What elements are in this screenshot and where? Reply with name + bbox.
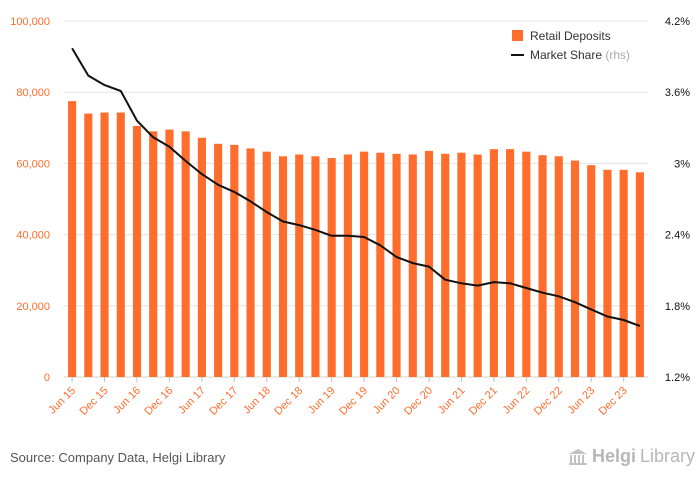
left-axis-tick-label: 40,000 <box>16 230 50 242</box>
library-building-icon <box>569 448 587 465</box>
left-axis-tick-label: 60,000 <box>16 158 50 170</box>
chart: 0 20,000 40,000 60,000 80,000 100,000 1.2% 1.8%… <box>10 16 690 418</box>
bar-retail-deposits <box>100 112 109 377</box>
bar-retail-deposits <box>165 129 174 377</box>
bar-retail-deposits <box>278 156 288 377</box>
logo-text-library: Library <box>640 446 696 466</box>
bar-retail-deposits <box>570 160 580 377</box>
bar-retail-deposits <box>376 152 385 377</box>
bar-retail-deposits <box>197 137 206 377</box>
right-axis-tick-label: 3% <box>674 158 690 170</box>
bar-retail-deposits <box>603 169 612 377</box>
x-axis-tick-label: Dec 19 <box>337 385 370 418</box>
x-axis-tick-label: Dec 16 <box>142 385 175 418</box>
legend-label-retail-deposits: Retail Deposits <box>530 29 611 43</box>
bar-retail-deposits <box>424 150 434 377</box>
line-market-share <box>71 47 641 327</box>
logo-text-helgi: Helgi <box>592 446 637 466</box>
legend-label-market-share: Market Share (rhs) <box>530 48 630 62</box>
bar-retail-deposits <box>246 148 255 377</box>
bar-retail-deposits <box>84 113 93 377</box>
bar-retail-deposits <box>343 154 352 377</box>
right-axis-tick-label: 2.4% <box>665 230 690 242</box>
bar-retail-deposits <box>489 149 498 377</box>
x-axis-tick-label: Jun 15 <box>46 385 78 417</box>
bar-retail-deposits <box>68 101 77 377</box>
bar-retail-deposits <box>311 156 320 377</box>
x-axis-tick-label: Dec 22 <box>532 385 565 418</box>
bar-retail-deposits <box>181 131 190 377</box>
helgi-library-logo: Helgi Library <box>568 446 695 467</box>
bar-retail-deposits <box>506 149 515 377</box>
source-note: Source: Company Data, Helgi Library <box>10 450 226 465</box>
x-axis-tick-label: Jun 18 <box>241 385 273 417</box>
x-axis-tick-label: Jun 19 <box>306 385 338 417</box>
bar-retail-deposits <box>408 154 417 377</box>
bar-retail-deposits <box>230 144 239 377</box>
bar-retail-deposits <box>522 151 531 377</box>
right-axis-tick-label: 3.6% <box>665 87 690 99</box>
x-axis-tick-label: Jun 21 <box>436 385 468 417</box>
left-axis-tick-label: 100,000 <box>10 16 50 28</box>
x-axis-tick-label: Jun 22 <box>501 385 533 417</box>
right-axis-tick-label: 1.2% <box>665 372 690 384</box>
x-axis-tick-label: Jun 17 <box>176 385 208 417</box>
bar-retail-deposits <box>392 153 401 377</box>
bar-retail-deposits <box>132 126 142 378</box>
bar-retail-deposits <box>554 156 563 377</box>
bar-retail-deposits <box>635 172 644 377</box>
bar-retail-deposits <box>457 152 466 377</box>
x-axis-tick-label: Dec 18 <box>272 385 305 418</box>
x-axis-tick-label: Dec 17 <box>207 385 240 418</box>
legend-swatch-retail-deposits <box>512 30 523 41</box>
bar-retail-deposits <box>295 154 304 377</box>
left-axis-tick-label: 80,000 <box>16 87 50 99</box>
x-axis-tick-label: Jun 23 <box>566 385 598 417</box>
x-axis-tick-label: Dec 21 <box>467 385 500 418</box>
bar-retail-deposits <box>262 151 271 377</box>
bar-retail-deposits <box>327 158 336 377</box>
bar-retail-deposits <box>116 112 125 377</box>
left-axis-tick-label: 0 <box>44 372 50 384</box>
bar-retail-deposits <box>619 169 628 377</box>
bar-retail-deposits <box>214 143 223 377</box>
bar-retail-deposits <box>149 131 158 377</box>
bar-retail-deposits <box>441 153 450 377</box>
right-axis-tick-label: 4.2% <box>665 16 690 28</box>
x-axis-tick-label: Dec 20 <box>402 385 435 418</box>
x-axis-tick-label: Jun 20 <box>371 385 403 417</box>
legend-label-rhs-suffix: (rhs) <box>605 48 630 62</box>
right-axis-tick-label: 1.8% <box>665 301 690 313</box>
left-axis-tick-label: 20,000 <box>16 301 50 313</box>
bar-retail-deposits <box>538 155 547 377</box>
bar-retail-deposits <box>360 151 369 377</box>
x-axis-tick-label: Dec 23 <box>597 385 630 418</box>
bar-retail-deposits <box>473 154 482 377</box>
x-axis-tick-label: Jun 16 <box>111 385 143 417</box>
bar-retail-deposits <box>587 165 596 377</box>
x-axis-tick-label: Dec 15 <box>78 385 111 418</box>
